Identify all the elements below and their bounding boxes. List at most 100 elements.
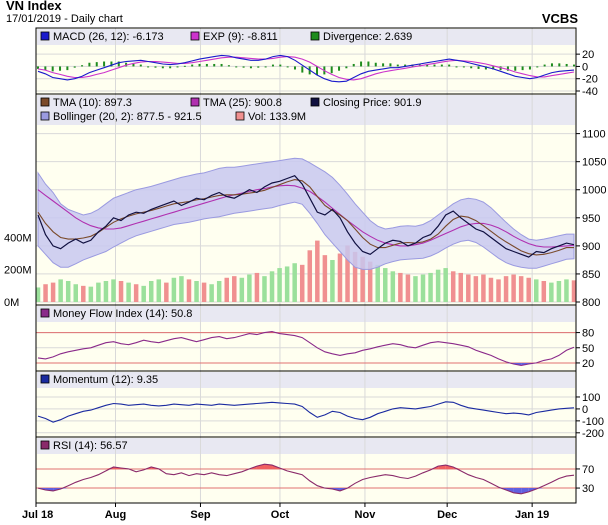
divergence-bar: [176, 66, 179, 68]
volume-bar: [103, 280, 109, 302]
divergence-bar: [242, 66, 245, 68]
divergence-bar: [103, 61, 106, 67]
volume-bar: [458, 272, 464, 302]
volume-bar: [518, 276, 524, 302]
divergence-bar: [139, 64, 142, 67]
divergence-bar: [404, 64, 407, 67]
divergence-bar: [301, 66, 304, 73]
volume-bar: [307, 250, 313, 302]
y-tick-label: -200: [582, 428, 604, 440]
volume-bar: [571, 280, 577, 302]
volume-bar: [209, 284, 214, 302]
volume-bar: [65, 280, 71, 302]
divergence-bar: [389, 63, 392, 67]
volume-bar: [133, 284, 139, 302]
divergence-bar: [59, 66, 62, 71]
divergence-bar: [205, 63, 208, 67]
pane-rsi: 70 30 RSI (14): 56.57: [35, 436, 594, 504]
volume-bar: [141, 285, 146, 302]
legend-swatch: [310, 31, 320, 41]
volume-bar: [194, 280, 199, 302]
pane-mfi-legend-bg: [37, 306, 575, 322]
y-tick-label: 30: [582, 483, 594, 495]
y-tick-label: 20: [582, 49, 594, 61]
legend-swatch: [40, 111, 50, 121]
divergence-bar: [293, 66, 296, 70]
x-tick-label: Jan 19: [515, 509, 549, 521]
volume-bar: [330, 259, 335, 302]
legend-swatch: [235, 111, 245, 121]
pane-price-legend-bg: [37, 95, 575, 125]
divergence-bar: [543, 64, 546, 67]
volume-bar: [277, 268, 282, 302]
series-line-price: [37, 174, 575, 258]
chart-subtitle: 17/01/2019 - Daily chart: [6, 13, 123, 25]
divergence-bar: [484, 66, 487, 70]
x-tick-label: Dec: [437, 509, 457, 521]
legend-label: Bollinger (20, 2): 877.5 - 921.5: [53, 111, 202, 123]
pane-macd: 200-20-40 MACD (26, 12): -6.173 EXP (9): -…: [35, 27, 598, 98]
volume-bar: [564, 279, 569, 302]
volume-bar: [466, 274, 471, 302]
y-tick-label: 0: [582, 61, 588, 73]
divergence-bar: [330, 66, 333, 74]
volume-bar: [118, 280, 124, 302]
divergence-bar: [360, 61, 363, 67]
legend-label: MACD (26, 12): -6.173: [53, 31, 164, 43]
volume-bar: [383, 268, 388, 302]
volume-bar: [269, 271, 275, 302]
legend-swatch: [190, 97, 200, 107]
divergence-bar: [462, 66, 465, 68]
volume-bar: [481, 274, 486, 302]
volume-bar: [299, 264, 305, 302]
y-tick-label: 50: [582, 343, 594, 355]
y-tick-label: -100: [582, 416, 604, 428]
volume-bar: [284, 266, 290, 302]
x-tick-label: Oct: [271, 509, 290, 521]
divergence-bar: [213, 63, 216, 67]
brand-label: VCBS: [541, 11, 578, 26]
volume-bar: [345, 245, 350, 302]
volume-bar: [247, 274, 252, 302]
divergence-bar: [73, 66, 76, 68]
divergence-bar: [117, 61, 120, 67]
divergence-bar: [573, 64, 575, 67]
pane-momentum-legend-bg: [37, 372, 575, 388]
volume-bar: [488, 277, 494, 302]
legend-label: EXP (9): -8.811: [203, 31, 278, 43]
divergence-bar: [514, 66, 517, 71]
series-line-macd: [37, 54, 575, 83]
y-tick-label: 70: [582, 464, 594, 476]
divergence-bar: [382, 63, 385, 67]
legend-label: Vol: 133.9M: [248, 111, 306, 123]
volume-bar: [428, 272, 433, 302]
volume-bar: [541, 280, 547, 302]
pane-momentum: 1000-100-200 Momentum (12): 9.35: [35, 370, 604, 440]
legend-swatch: [40, 374, 50, 384]
volume-bar: [239, 277, 245, 302]
volume-bar: [556, 280, 562, 302]
volume-bar: [360, 256, 365, 302]
divergence-bar: [521, 66, 524, 71]
divergence-bar: [396, 64, 399, 67]
pane-mfi: 80 50 20 Money Flow Index (14): 50.8: [35, 304, 594, 372]
divergence-bar: [433, 64, 436, 67]
legend-swatch: [40, 308, 50, 318]
y-tick-label: 1050: [582, 157, 606, 169]
volume-bar: [35, 287, 41, 302]
volume-bar: [322, 255, 328, 302]
y-tick-label: 800: [582, 297, 600, 309]
divergence-bar: [506, 66, 509, 71]
volume-bar: [315, 240, 320, 302]
divergence-bar: [161, 66, 164, 69]
divergence-bar: [235, 66, 238, 68]
divergence-bar: [374, 62, 377, 67]
volume-bar: [420, 274, 426, 302]
volume-bar: [186, 279, 192, 302]
x-tick-label: Jul 18: [22, 509, 53, 521]
divergence-bar: [338, 66, 341, 71]
legend-label: Divergence: 2.639: [323, 31, 412, 43]
y-tick-label: -40: [582, 86, 598, 98]
divergence-bar: [448, 64, 451, 67]
divergence-bar: [550, 63, 553, 67]
